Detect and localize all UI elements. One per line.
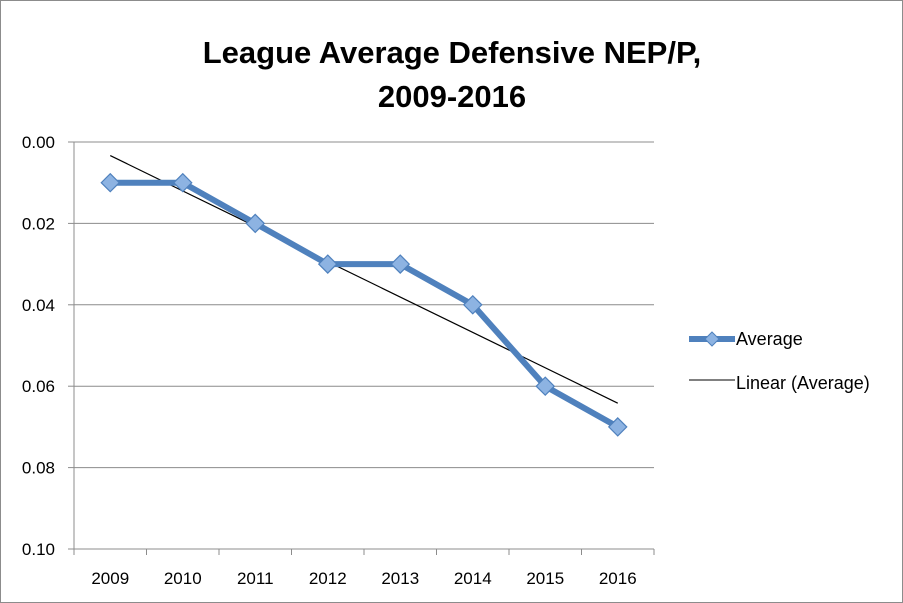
x-tick-label: 2010	[164, 569, 202, 588]
x-tick-label: 2013	[381, 569, 419, 588]
legend: Average Linear (Average)	[689, 329, 870, 393]
legend-average-marker	[704, 331, 720, 347]
data-point-average	[172, 172, 193, 193]
y-tick-label: 0.08	[22, 459, 55, 478]
axes: 0.00 0.02 0.04 0.06 0.08 0.10 2009 2010 2011 2012…	[22, 133, 655, 588]
trendline-linear-average	[109, 155, 619, 404]
series-layer	[100, 172, 628, 437]
data-point-average	[317, 254, 338, 274]
data-point-average	[245, 213, 266, 234]
chart-title-line-1: League Average Defensive NEP/P,	[203, 35, 702, 70]
x-tick-label: 2015	[526, 569, 564, 588]
x-tick-label: 2016	[599, 569, 637, 588]
x-tick-label: 2014	[454, 569, 492, 588]
legend-label-linear-average: Linear (Average)	[736, 373, 870, 393]
data-point-average	[100, 172, 121, 193]
trendline-layer	[109, 155, 619, 404]
legend-label-average: Average	[736, 329, 803, 349]
x-tick-label: 2009	[91, 569, 129, 588]
y-tick-label: 0.10	[22, 540, 55, 559]
chart-title: League Average Defensive NEP/P, 2009-201…	[203, 35, 702, 114]
y-tick-label: 0.06	[22, 377, 55, 396]
chart-title-line-2: 2009-2016	[378, 79, 526, 114]
gridlines	[74, 141, 654, 469]
x-tick-label: 2012	[309, 569, 347, 588]
series-average-line	[110, 179, 620, 430]
y-tick-label: 0.00	[22, 133, 55, 152]
y-tick-label: 0.04	[22, 296, 55, 315]
y-tick-label: 0.02	[22, 214, 55, 233]
data-point-average	[535, 376, 556, 397]
data-point-average	[462, 294, 483, 315]
data-point-average	[390, 254, 411, 274]
data-point-average	[607, 417, 628, 437]
x-tick-label: 2011	[237, 569, 274, 588]
